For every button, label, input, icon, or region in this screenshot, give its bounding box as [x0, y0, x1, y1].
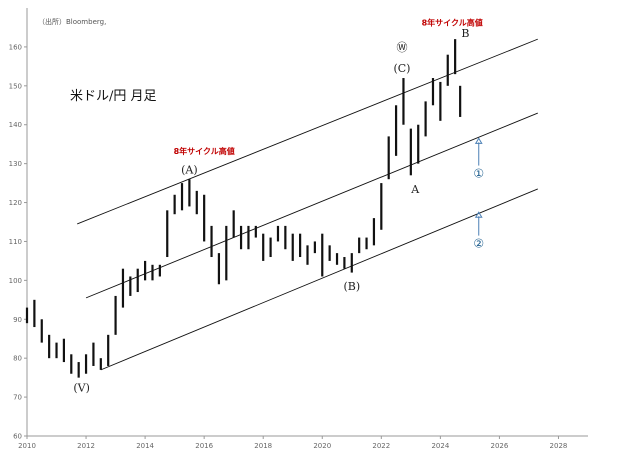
annotation-label: A: [410, 183, 420, 196]
chart-title: 米ドル/円 月足: [70, 89, 157, 104]
x-tick-label: 2026: [491, 442, 509, 450]
x-tick-labels: 2010 2012 2014 2016 2018 2020 2022 2024 2026 2028: [18, 436, 567, 450]
x-tick-label: 2028: [550, 442, 568, 450]
x-tick-label: 2020: [313, 442, 331, 450]
y-tick-label: 80: [13, 355, 22, 363]
channel-lines: [77, 38, 538, 371]
annotation-label: ①: [473, 166, 484, 180]
annotation-label: (A): [181, 163, 198, 176]
x-tick-label: 2022: [372, 442, 390, 450]
y-tick-label: 120: [9, 199, 22, 207]
y-tick-labels: 60 70 80 90 100 110 120 130 140 150 160: [9, 43, 27, 441]
arrow-head: [474, 211, 483, 218]
y-tick-label: 90: [13, 316, 22, 324]
y-tick-label: 70: [13, 394, 22, 402]
y-tick-label: 150: [9, 82, 22, 90]
annotation-label: B: [461, 27, 469, 40]
annotation-label: Ⓦ: [396, 41, 407, 54]
y-tick-label: 60: [13, 433, 22, 441]
y-tick-label: 110: [9, 238, 22, 246]
annotation-label: (B): [343, 280, 360, 293]
y-tick-label: 160: [9, 43, 22, 51]
annotation-label: (C): [393, 62, 410, 75]
source-note: （出所）Bloomberg,: [38, 17, 106, 26]
y-tick-label: 140: [9, 121, 22, 129]
annotation-label: 8年サイクル高値: [422, 18, 483, 28]
x-tick-label: 2010: [18, 442, 36, 450]
x-tick-label: 2024: [431, 442, 449, 450]
annotation-label: (V): [73, 381, 90, 394]
x-tick-label: 2014: [136, 442, 154, 450]
price-bars: [25, 39, 462, 378]
y-tick-label: 130: [9, 160, 22, 168]
channel-line-lower: [100, 188, 538, 371]
x-tick-label: 2018: [254, 442, 272, 450]
annotation-label: ②: [473, 236, 484, 250]
channel-line-middle: [85, 112, 538, 299]
axes: [26, 8, 588, 437]
channel-line-upper: [77, 38, 538, 225]
arrows: [474, 137, 483, 236]
x-tick-label: 2016: [195, 442, 213, 450]
y-tick-label: 100: [9, 277, 22, 285]
arrow-head: [474, 137, 483, 144]
x-tick-label: 2012: [77, 442, 95, 450]
annotation-label: 8年サイクル高値: [174, 146, 235, 156]
